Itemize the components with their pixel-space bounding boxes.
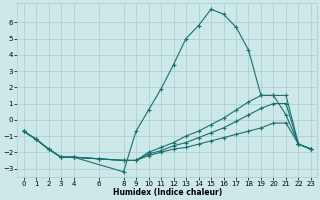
X-axis label: Humidex (Indice chaleur): Humidex (Indice chaleur) — [113, 188, 222, 197]
